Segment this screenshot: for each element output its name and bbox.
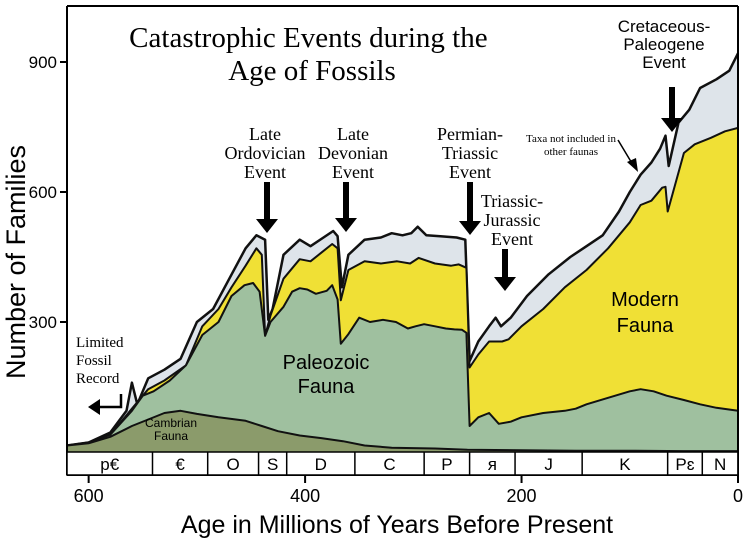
cambrian-fauna-label: Cambrian Fauna — [145, 416, 197, 443]
taxa-note-pointer-head — [627, 158, 638, 172]
limited-record-arrow-head — [88, 399, 100, 415]
period-label: N — [714, 455, 726, 474]
chart-title: Catastrophic Events during the Age of Fo… — [129, 22, 495, 87]
fauna-areas — [66, 52, 740, 453]
x-tick-label: 400 — [290, 486, 320, 506]
triassic-jurassic-arrow-head — [494, 277, 516, 291]
late-devonian-arrow-head — [335, 218, 357, 232]
taxa-note-label: Taxa not included in other faunas — [526, 133, 616, 158]
period-label: P — [441, 455, 452, 474]
y-axis-title: Number of Families — [1, 145, 31, 379]
chart-title-line-1: Catastrophic Events during the — [129, 22, 487, 54]
period-label: Pɛ — [675, 455, 694, 474]
boundary-modern-fauna — [66, 126, 739, 447]
permian-triassic-label: Permian-Triassic Event — [437, 124, 503, 182]
period-label: € — [175, 455, 185, 474]
period-label: O — [227, 455, 240, 474]
period-label: K — [619, 455, 631, 474]
paleozoic-fauna-label: Paleozoic Fauna — [283, 352, 370, 398]
y-tick-label: 900 — [29, 53, 57, 72]
chart-title-line-2: Age of Fossils — [228, 55, 396, 87]
period-label: S — [267, 455, 278, 474]
period-label: J — [544, 455, 553, 474]
x-tick-label: 600 — [74, 486, 104, 506]
limited-fossil-record-label: Limited Fossil Record — [76, 335, 124, 387]
period-label: p€ — [100, 455, 119, 474]
late-devonian-label: Late Devonian Event — [318, 124, 388, 182]
late-ordovician-arrow-head — [256, 219, 278, 233]
cretaceous-paleogene-label: Cretaceous-Paleogene Event — [618, 17, 711, 72]
y-tick-label: 300 — [29, 313, 57, 332]
period-bar-frame — [66, 451, 739, 476]
period-label: C — [383, 455, 395, 474]
y-tick-label: 600 — [29, 183, 57, 202]
limited-record-arrow — [96, 394, 123, 409]
triassic-jurassic-label: Triassic-Jurassic Event — [481, 191, 543, 249]
boundary-paleozoic-fauna — [66, 282, 739, 447]
x-tick-label: 0 — [733, 486, 743, 506]
boundary-cambrian-fauna — [66, 409, 738, 453]
area-cambrian-fauna — [67, 410, 738, 452]
x-tick-label: 200 — [507, 486, 537, 506]
boundary-taxa-not-included-in-other-faunas — [66, 52, 740, 447]
permian-triassic-arrow-head — [459, 221, 481, 235]
late-ordovician-label: Late Ordovician Event — [225, 124, 306, 182]
axis-ticks: 300 600 900 600 400 200 0 — [29, 53, 743, 506]
x-axis-title: Age in Millions of Years Before Present — [181, 511, 613, 539]
cretaceous-paleogene-arrow-head — [661, 118, 683, 132]
modern-fauna-label: Modern Fauna — [611, 289, 679, 337]
period-label: ᴙ — [488, 455, 497, 474]
period-label: D — [315, 455, 327, 474]
